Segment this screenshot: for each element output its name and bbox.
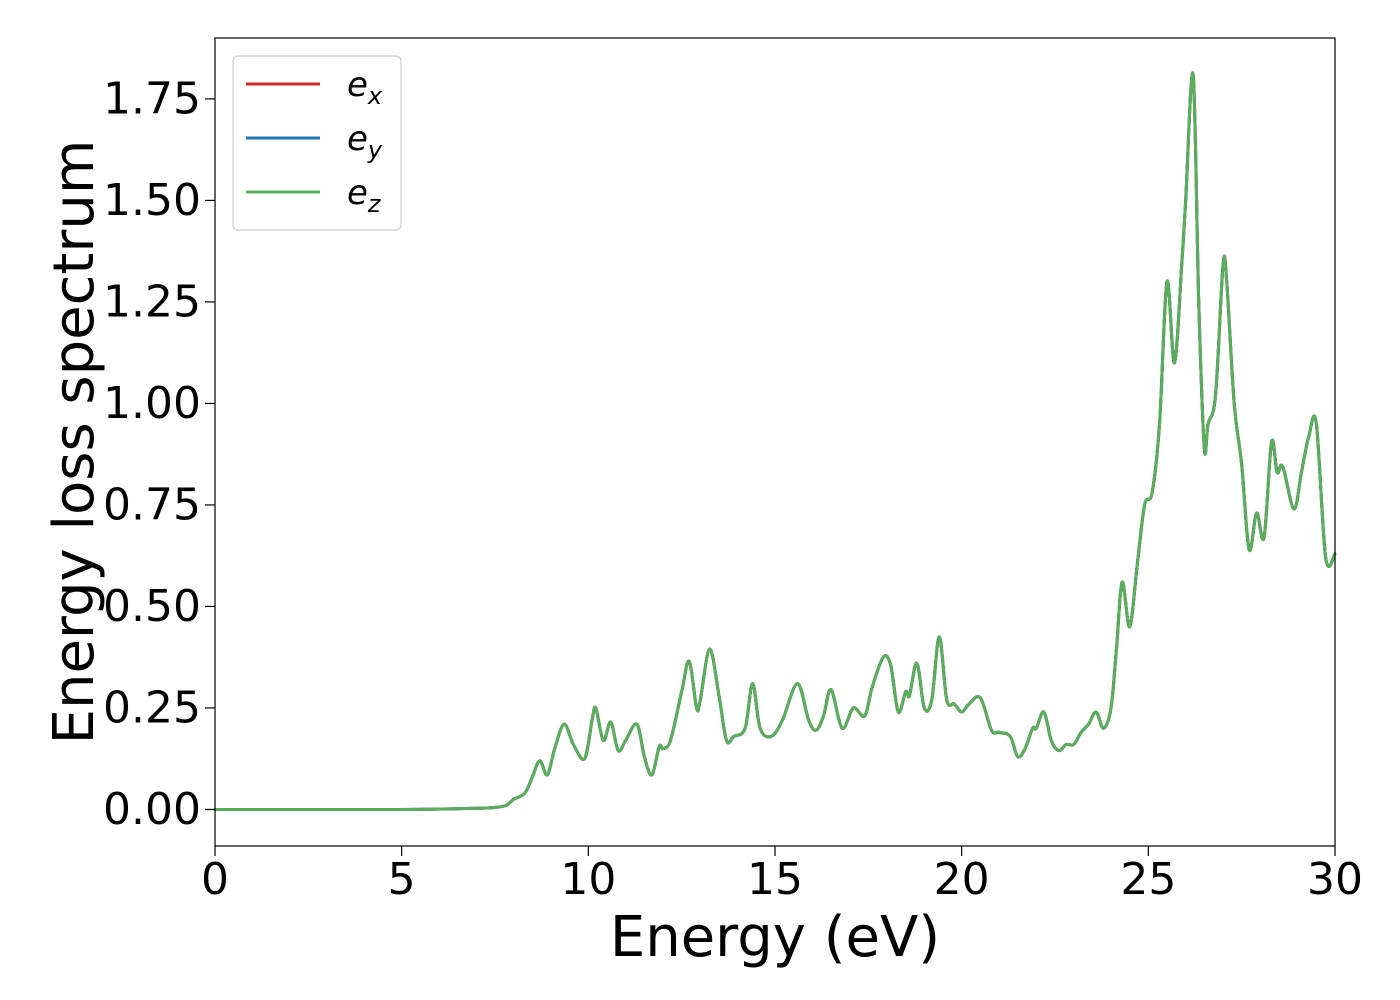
- legend-label: ey: [347, 119, 383, 164]
- x-tick-label: 5: [388, 854, 416, 905]
- x-tick-label: 30: [1307, 854, 1363, 905]
- x-axis-label: Energy (eV): [610, 905, 940, 970]
- legend-item-ex: ex: [246, 65, 383, 110]
- x-tick-label: 0: [201, 854, 229, 905]
- legend-box: [232, 55, 402, 231]
- y-tick-label: 0.50: [103, 581, 201, 632]
- plot-area: [215, 38, 1335, 846]
- series-line-ez: [213, 71, 1337, 812]
- legend-label-base: e: [347, 119, 368, 159]
- y-tick-label: 1.50: [103, 175, 201, 226]
- legend-label-sub: y: [367, 136, 383, 164]
- series-layer: [213, 71, 1337, 812]
- legend-label-sub: z: [367, 190, 382, 218]
- legend-label: ez: [347, 173, 382, 218]
- legend-item-ez: ez: [246, 173, 382, 218]
- y-axis: 0.00 0.25 0.50 0.75 1.00 1.25 1.50 1.75: [103, 73, 215, 835]
- y-tick-label: 1.25: [103, 276, 201, 327]
- x-tick-label: 20: [934, 854, 990, 905]
- x-tick-label: 15: [747, 854, 803, 905]
- y-tick-label: 0.25: [103, 682, 201, 733]
- legend-label-base: e: [347, 65, 368, 105]
- legend-label-sub: x: [367, 82, 383, 110]
- y-axis-label: Energy loss spectrum: [42, 140, 107, 745]
- legend-label-base: e: [347, 173, 368, 213]
- x-tick-label: 10: [560, 854, 616, 905]
- legend-item-ey: ey: [246, 119, 383, 164]
- legend-label: ex: [347, 65, 383, 110]
- y-tick-label: 1.00: [103, 378, 201, 429]
- x-tick-label: 25: [1120, 854, 1176, 905]
- x-axis: 0 5 10 15 20 25 30: [201, 846, 1363, 905]
- y-tick-label: 0.00: [103, 784, 201, 835]
- y-tick-label: 0.75: [103, 479, 201, 530]
- y-tick-label: 1.75: [103, 73, 201, 124]
